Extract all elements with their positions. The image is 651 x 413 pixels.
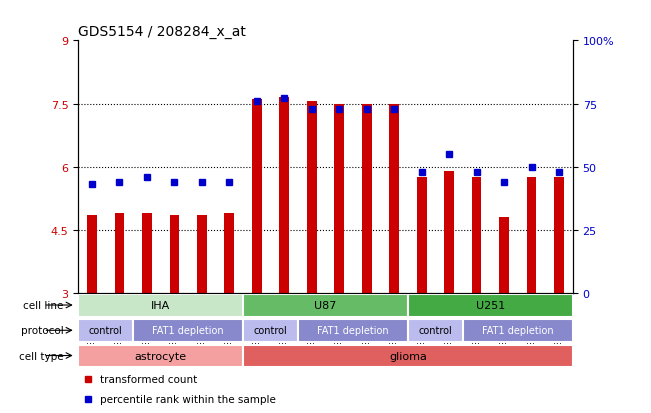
Bar [527, 178, 536, 293]
FancyBboxPatch shape [408, 294, 573, 317]
Bar [362, 104, 372, 293]
Text: astrocyte: astrocyte [135, 351, 187, 361]
Bar [252, 100, 262, 293]
Bar [499, 218, 509, 293]
Bar [554, 178, 564, 293]
Text: control: control [419, 325, 452, 335]
Text: cell type: cell type [19, 351, 63, 361]
FancyBboxPatch shape [298, 320, 408, 342]
FancyBboxPatch shape [243, 320, 298, 342]
Bar [472, 178, 482, 293]
Text: U251: U251 [476, 300, 505, 310]
Bar [417, 178, 426, 293]
FancyBboxPatch shape [243, 345, 573, 368]
Bar [279, 98, 289, 293]
FancyBboxPatch shape [463, 320, 573, 342]
Text: control: control [254, 325, 287, 335]
Text: FAT1 depletion: FAT1 depletion [317, 325, 389, 335]
Bar [307, 102, 316, 293]
Bar [335, 104, 344, 293]
Bar [142, 214, 152, 293]
Bar [225, 214, 234, 293]
FancyBboxPatch shape [78, 320, 133, 342]
Text: FAT1 depletion: FAT1 depletion [482, 325, 554, 335]
Text: protocol: protocol [21, 325, 63, 335]
Bar [115, 214, 124, 293]
Bar [197, 216, 206, 293]
FancyBboxPatch shape [133, 320, 243, 342]
Text: FAT1 depletion: FAT1 depletion [152, 325, 224, 335]
Bar [87, 216, 96, 293]
FancyBboxPatch shape [78, 294, 243, 317]
FancyBboxPatch shape [78, 345, 243, 368]
Bar [389, 104, 399, 293]
FancyBboxPatch shape [408, 320, 463, 342]
Text: IHA: IHA [151, 300, 170, 310]
Text: U87: U87 [314, 300, 337, 310]
Text: glioma: glioma [389, 351, 427, 361]
Text: cell line: cell line [23, 300, 63, 310]
Text: transformed count: transformed count [100, 375, 198, 385]
Text: percentile rank within the sample: percentile rank within the sample [100, 394, 276, 404]
Text: control: control [89, 325, 122, 335]
Bar [445, 171, 454, 293]
FancyBboxPatch shape [243, 294, 408, 317]
Bar [169, 216, 179, 293]
Text: GDS5154 / 208284_x_at: GDS5154 / 208284_x_at [78, 25, 246, 39]
